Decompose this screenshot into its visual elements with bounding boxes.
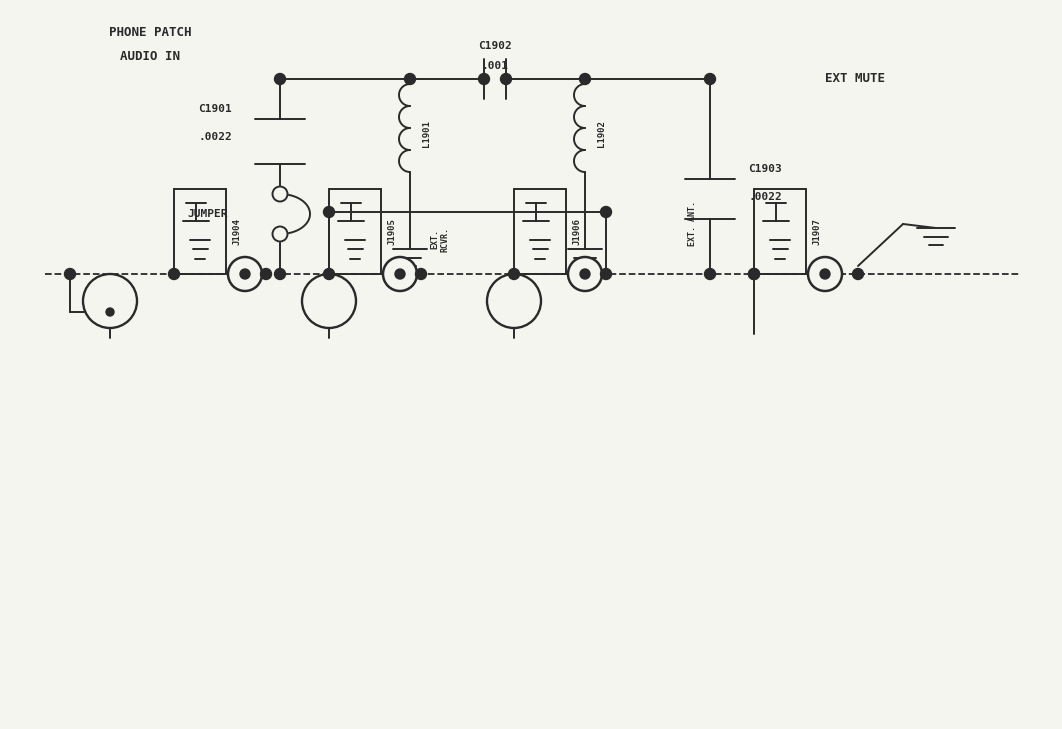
Circle shape [600,206,612,217]
Circle shape [808,257,842,291]
Text: .0022: .0022 [748,192,782,202]
Circle shape [273,227,288,241]
Circle shape [600,268,612,279]
Circle shape [568,257,602,291]
Circle shape [509,268,519,279]
Circle shape [383,257,417,291]
Text: C1902: C1902 [478,41,512,51]
Bar [514,189,566,274]
Text: J1907: J1907 [812,218,821,245]
Circle shape [395,269,405,279]
Text: J1906: J1906 [572,218,581,245]
Text: .0022: .0022 [199,132,232,142]
Text: C1901: C1901 [199,104,232,114]
Circle shape [260,268,272,279]
Bar [174,189,226,274]
Text: EXT MUTE: EXT MUTE [825,72,885,85]
Circle shape [580,269,590,279]
Text: EXT.
RCVR.: EXT. RCVR. [430,227,449,252]
Circle shape [240,269,250,279]
Text: JUMPER: JUMPER [188,209,228,219]
Circle shape [704,74,716,85]
Circle shape [273,187,288,201]
Circle shape [479,74,490,85]
Text: L1901: L1901 [422,120,430,147]
Text: J1904: J1904 [232,218,241,245]
Circle shape [228,257,262,291]
Text: PHONE PATCH: PHONE PATCH [108,26,191,39]
Circle shape [853,268,863,279]
Bar [329,189,381,274]
Text: J1905: J1905 [387,218,396,245]
Text: AUDIO IN: AUDIO IN [120,50,179,63]
Text: L1902: L1902 [597,120,605,147]
Circle shape [820,269,830,279]
Text: EXT. ANT.: EXT. ANT. [687,201,697,246]
Circle shape [749,268,759,279]
Circle shape [405,74,415,85]
Circle shape [169,268,179,279]
Circle shape [302,274,356,328]
Circle shape [324,268,335,279]
Bar [754,189,806,274]
Circle shape [324,206,335,217]
Circle shape [415,268,427,279]
Text: C1903: C1903 [748,164,782,174]
Circle shape [106,308,114,316]
Circle shape [749,268,759,279]
Circle shape [487,274,541,328]
Circle shape [83,274,137,328]
Circle shape [500,74,512,85]
Circle shape [580,74,590,85]
Circle shape [274,74,286,85]
Circle shape [65,268,75,279]
Circle shape [274,268,286,279]
Text: .001: .001 [481,61,509,71]
Circle shape [704,268,716,279]
